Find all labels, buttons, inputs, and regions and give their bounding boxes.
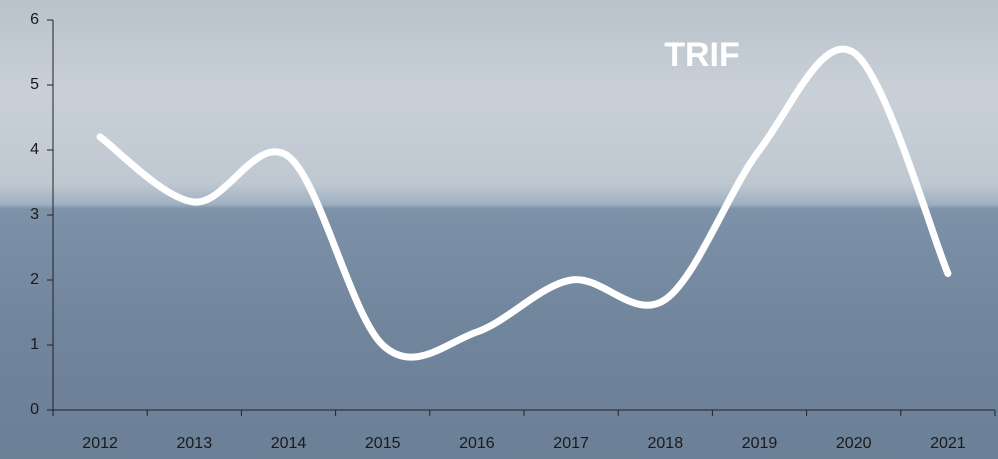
x-tick-label: 2016 bbox=[459, 435, 495, 452]
y-tick-label: 0 bbox=[30, 401, 39, 418]
x-tick-label: 2021 bbox=[930, 435, 966, 452]
chart-title: TRIF bbox=[664, 36, 740, 74]
x-tick-label: 2015 bbox=[365, 435, 401, 452]
y-tick-label: 1 bbox=[30, 336, 39, 353]
y-tick-label: 2 bbox=[30, 271, 39, 288]
y-tick-label: 4 bbox=[30, 141, 39, 158]
y-tick-label: 3 bbox=[30, 206, 39, 223]
x-tick-label: 2017 bbox=[553, 435, 589, 452]
x-tick-label: 2013 bbox=[177, 435, 213, 452]
x-tick-label: 2014 bbox=[271, 435, 307, 452]
x-tick-label: 2018 bbox=[648, 435, 684, 452]
y-tick-label: 6 bbox=[30, 11, 39, 28]
x-tick-label: 2019 bbox=[742, 435, 778, 452]
x-tick-label: 2012 bbox=[82, 435, 118, 452]
x-tick-label: 2020 bbox=[836, 435, 872, 452]
y-tick-label: 5 bbox=[30, 76, 39, 93]
data-line bbox=[96, 45, 952, 361]
